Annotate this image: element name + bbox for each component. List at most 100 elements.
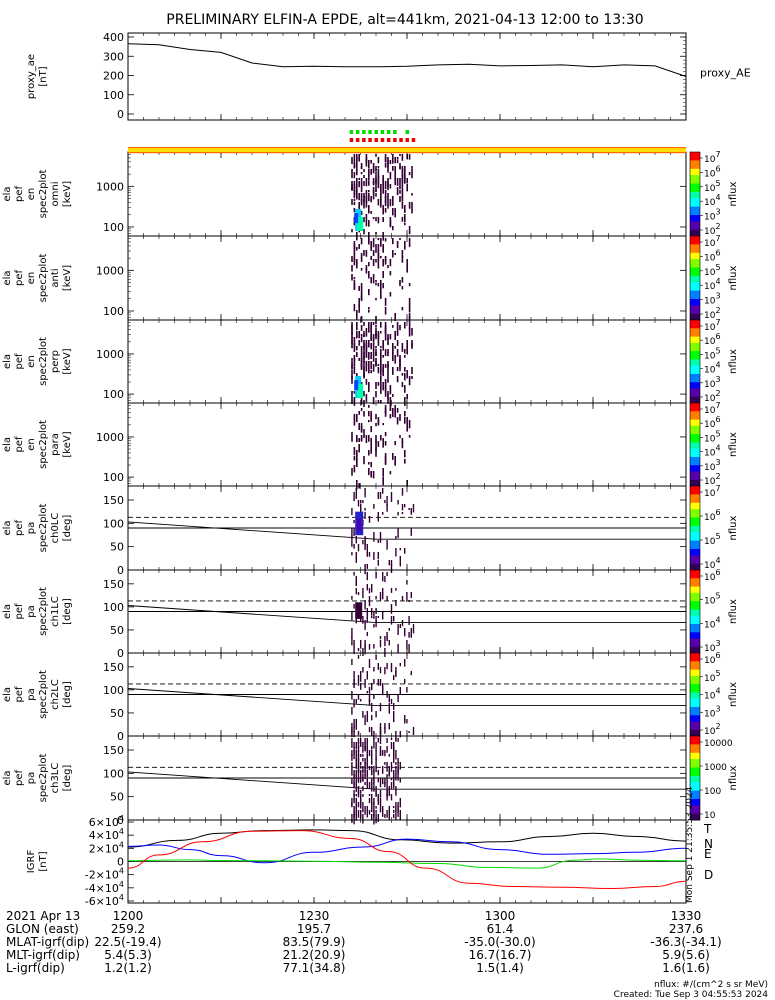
spectrogram-pixel (384, 500, 386, 504)
colorbar-segment-pa_ch1 (690, 617, 700, 621)
spectrogram-pixel (363, 199, 365, 209)
spectrogram-pixel (379, 742, 382, 744)
spectrogram-pixel (382, 343, 384, 351)
spectrogram-pixel (401, 504, 404, 511)
igrf-series-T (127, 829, 687, 848)
science-zone-marker-red (368, 138, 372, 142)
colorbar-tick-label-en_para: 107 (704, 401, 721, 416)
colorbar-segment-en_perp (690, 396, 700, 400)
igrf-series-E (127, 858, 687, 869)
spectrogram-pixel (384, 379, 387, 385)
spectrogram-pixel (384, 648, 386, 657)
colorbar-segment-pa_ch1 (690, 611, 700, 615)
spectrogram-pixel (377, 770, 379, 776)
spectrogram-pixel (360, 754, 362, 757)
colorbar-segment-en_omni (690, 206, 700, 210)
colorbar-segment-en_omni (690, 189, 700, 193)
y-tick-label-pa_ch3: 50 (110, 791, 124, 804)
colorbar-segment-en_anti (690, 307, 700, 310)
spectrogram-pixel (384, 636, 386, 647)
spectrogram-pixel (353, 794, 355, 801)
spectrogram-pixel (395, 766, 397, 775)
colorbar-segment-en_para (690, 442, 700, 445)
spectrogram-pixel (399, 624, 401, 628)
spectrogram-pixel (364, 512, 366, 519)
spectrogram-pixel (353, 244, 356, 254)
spectrogram-pixel (370, 337, 372, 341)
spectrogram-pixel (372, 337, 375, 342)
y-axis-label-pa_ch3: spec2plot (38, 754, 49, 803)
spectrogram-pixel (394, 408, 396, 418)
colorbar-segment-en_para (690, 467, 700, 470)
spectrogram-pixel (384, 208, 387, 213)
spectrogram-pixel (387, 397, 389, 400)
spectrogram-pixel (394, 178, 396, 186)
ephemeris-value: 21.2(20.9) (283, 948, 346, 962)
ephemeris-row-label: L-igrf(dip) (6, 961, 65, 975)
colorbar-segment-pa_ch2 (690, 711, 700, 714)
colorbar-segment-en_perp (690, 353, 700, 356)
colorbar-segment-pa_ch0 (690, 513, 700, 516)
y-tick-label-proxy-ae: 100 (103, 89, 124, 102)
colorbar-tick-label-en_anti: 105 (704, 263, 721, 278)
spectrogram-pixel (356, 262, 358, 269)
colorbar-segment-pa_ch0 (690, 500, 700, 504)
spectrogram-pixel (370, 160, 372, 164)
spectrogram-pixel (368, 205, 370, 214)
y-axis-label-pa_ch3: ela (2, 770, 13, 785)
spectrogram-pixel (390, 560, 393, 566)
spectrogram-pixel (353, 420, 356, 426)
y-tick-label-pa_ch3: 100 (103, 767, 124, 780)
spectrogram-pixel (404, 397, 406, 406)
colorbar-segment-en_omni (690, 166, 700, 170)
spectrogram-pixel (357, 592, 360, 596)
colorbar-segment-pa_ch0 (690, 544, 700, 548)
x-tick-label: 1330 (671, 909, 702, 923)
spectrogram-pixel (353, 154, 356, 160)
spectrogram-pixel (357, 766, 360, 773)
spectrogram-pixel (390, 616, 393, 625)
spectrogram-pixel (396, 178, 399, 186)
spectrogram-pixel (375, 172, 377, 175)
colorbar-segment-pa_ch3 (690, 765, 700, 768)
spectrogram-pixel (358, 331, 360, 339)
spectrogram-pixel (368, 175, 370, 181)
spectrogram-pixel (389, 259, 392, 267)
spectrogram-pixel (401, 202, 404, 209)
colorbar-segment-en_omni (690, 227, 700, 231)
igrf-series-N (127, 838, 687, 864)
panel-frame-en_perp (127, 319, 687, 404)
colorbar-tick-label-pa_ch3: 10 (704, 811, 716, 821)
colorbar-segment-en_para (690, 425, 700, 429)
colorbar-segment-en_para (690, 403, 700, 406)
colorbar-segment-pa_ch2 (690, 655, 700, 658)
spectrogram-pixel (363, 400, 365, 408)
colorbar-segment-en_perp (690, 359, 700, 362)
spectrogram-pixel (353, 754, 355, 760)
spectrogram-pixel (408, 202, 411, 209)
colorbar-segment-pa_ch0 (690, 515, 700, 518)
y-axis-label-pa_ch1: pa (26, 605, 37, 617)
colorbar-segment-en_omni (690, 187, 700, 191)
colorbar-segment-pa_ch1 (690, 640, 700, 644)
spectrogram-pixel (393, 806, 395, 809)
colorbar-segment-pa_ch2 (690, 704, 700, 708)
y-axis-label-en_para: pef (14, 436, 25, 453)
spectrogram-pixel (365, 199, 368, 208)
spectrogram-pixel (355, 556, 357, 563)
y-tick-label-pa_ch2: 100 (103, 684, 124, 697)
spectrogram-pixel (375, 352, 377, 357)
colorbar-segment-pa_ch1 (690, 623, 700, 627)
y-tick-label-pa_ch3: 0 (117, 814, 124, 827)
colorbar-segment-en_omni (690, 212, 700, 216)
ephemeris-value: 5.4(5.3) (104, 948, 152, 962)
x-tick-label: 1200 (113, 909, 144, 923)
spectrogram-pixel (396, 193, 399, 196)
spectrogram-pixel (356, 334, 358, 339)
spectrogram-pixel (392, 196, 394, 206)
colorbar-segment-en_para (690, 432, 700, 435)
created-note: Created: Tue Sep 3 04:55:53 2024 (614, 990, 769, 1000)
x-tick-label: 1230 (299, 909, 330, 923)
spectrogram-pixel (388, 754, 390, 757)
spectrogram-pixel (377, 540, 379, 543)
